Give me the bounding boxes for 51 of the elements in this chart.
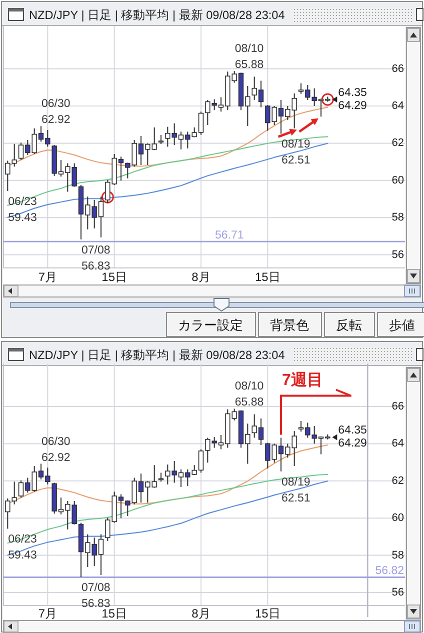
text: カラー設定 <box>178 318 243 332</box>
text: 反転 <box>336 318 362 332</box>
y-tick-label: 62 <box>392 137 404 150</box>
x-tick-label: 8月 <box>192 270 210 284</box>
annotation: 08/10 <box>234 43 264 56</box>
annotation: 62.92 <box>42 452 70 464</box>
line-series <box>7 474 328 544</box>
annotation: 07/08 <box>82 582 110 594</box>
y-tick-label: 58 <box>392 549 404 562</box>
y-tick-label: 64 <box>392 438 404 450</box>
annotation: 62.92 <box>42 114 70 126</box>
y-tick-label: 58 <box>392 212 404 224</box>
annotation: 62.51 <box>282 492 310 504</box>
text: 64.29 <box>338 100 367 112</box>
text: 64.35 <box>338 424 367 437</box>
annotation: 56.83 <box>82 260 110 272</box>
annotation: 08/10 <box>234 380 264 393</box>
y-tick-label: 62 <box>392 474 404 487</box>
text: 64.29 <box>338 438 367 450</box>
x-tick-label: 15日 <box>254 606 280 620</box>
annotation: 65.88 <box>234 396 264 409</box>
y-tick-label: 66 <box>392 62 404 75</box>
x-tick-label: 15日 <box>254 270 280 284</box>
y-tick-label: 56 <box>392 586 404 598</box>
x-tick-label: 8月 <box>192 606 210 620</box>
annotation: 65.88 <box>234 59 264 72</box>
text: 歩値 <box>389 318 415 332</box>
annotation: 06/30 <box>42 98 70 110</box>
y-tick-label: 56 <box>392 248 404 261</box>
text: 64.35 <box>338 86 367 99</box>
y-tick-label: 64 <box>392 100 404 112</box>
annotation: 06/30 <box>42 436 70 448</box>
annotation: 07/08 <box>82 244 110 256</box>
chart-title: NZD/JPY | 日足 | 移動平均 | 最新 09/08/28 23:04 <box>29 8 286 22</box>
annotation: 08/19 <box>282 476 310 488</box>
ref-line-label: 56.82 <box>375 565 404 578</box>
x-tick-label: 7月 <box>38 606 58 620</box>
chart-title: NZD/JPY | 日足 | 移動平均 | 最新 09/08/28 23:04 <box>29 348 286 362</box>
x-tick-label: 15日 <box>102 270 128 284</box>
annotation: 62.51 <box>282 154 310 167</box>
annotation: 7週目 <box>282 371 323 390</box>
annotation: 08/19 <box>282 138 310 151</box>
text: 背景色 <box>270 318 309 332</box>
ref-line-label: 56.71 <box>215 230 244 242</box>
x-tick-label: 7月 <box>38 270 58 284</box>
y-tick-label: 66 <box>392 400 404 412</box>
annotation: 59.43 <box>8 212 37 224</box>
annotation: 59.43 <box>8 550 37 562</box>
line-series <box>7 136 328 206</box>
y-tick-label: 60 <box>392 512 404 524</box>
y-tick-label: 60 <box>392 174 404 186</box>
